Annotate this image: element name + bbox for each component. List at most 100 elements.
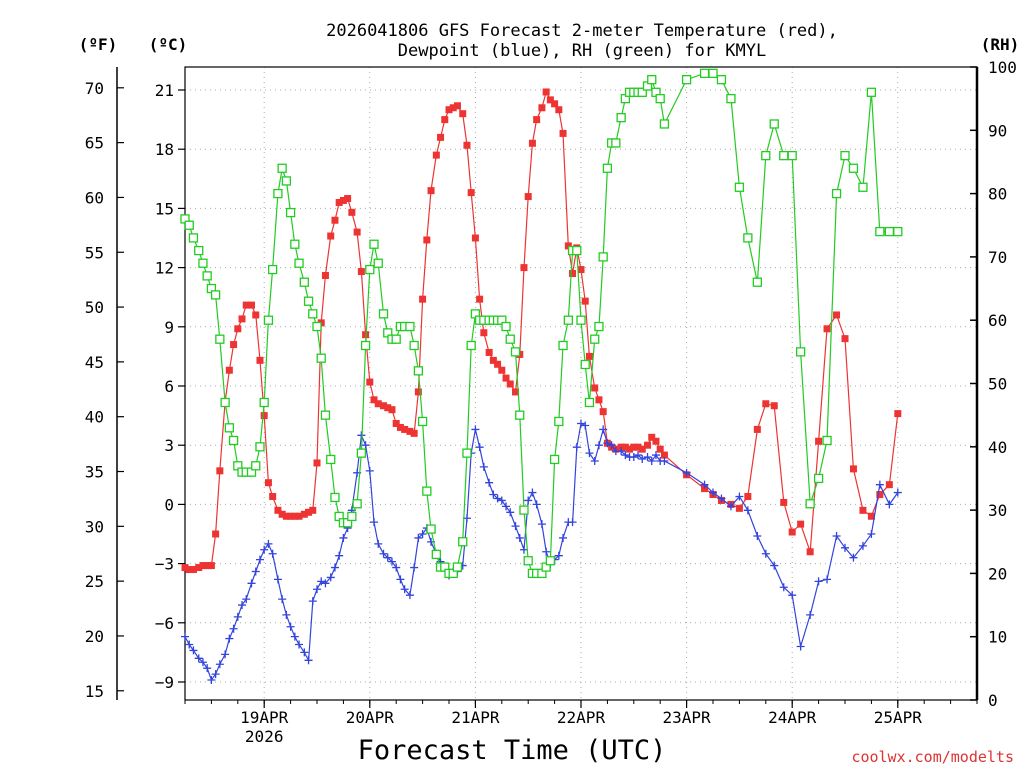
dewpoint-point [717, 494, 726, 503]
rh-point [726, 94, 736, 104]
temperature-point [357, 268, 365, 276]
rh-point [519, 505, 529, 515]
dewpoint-point [709, 488, 717, 497]
dewpoint-point [607, 441, 616, 450]
temperature-point [401, 425, 409, 433]
dewpoint-point [585, 449, 594, 458]
dewpoint-point [893, 488, 902, 497]
temperature-point [480, 329, 488, 337]
rh-point [510, 347, 521, 357]
temperature-point [348, 208, 356, 216]
dewpoint-point [515, 533, 524, 542]
plot-frame [184, 66, 978, 701]
rh-point [409, 340, 419, 351]
temperature-point [533, 116, 541, 124]
rh-point [198, 258, 208, 268]
dewpoint-point [383, 553, 392, 562]
dewpoint-point [185, 640, 194, 649]
dewpoint-point [211, 670, 220, 679]
rh-point [391, 334, 401, 344]
rh-point [795, 347, 806, 357]
x-axis-label: Forecast Time (UTC) [358, 735, 667, 766]
dewpoint-point [335, 551, 344, 560]
temperature-point [476, 295, 484, 303]
rh-point [655, 94, 665, 104]
f-tick-label: 60 [85, 188, 104, 207]
temperature-point [309, 506, 317, 514]
dewpoint-point [392, 563, 401, 572]
rh-point [462, 448, 472, 458]
x-tick-label: 22APR [557, 708, 606, 727]
temperature-point [885, 481, 893, 489]
rh-point [752, 277, 763, 287]
temperature-point [520, 264, 528, 272]
dewpoint-point [194, 654, 203, 663]
dewpoint-point [475, 443, 484, 452]
dewpoint-point [330, 563, 339, 572]
dewpoint-point [590, 456, 599, 465]
dewpoint-point [528, 488, 537, 497]
temperature-point [406, 427, 414, 435]
dewpoint-point [203, 664, 212, 673]
rh-tick-label: 100 [988, 58, 1017, 77]
rh-point [378, 309, 389, 319]
dewpoint-point [207, 676, 216, 685]
temperature-point [841, 335, 849, 343]
temperature-point [564, 242, 572, 250]
rh-tick-label: 30 [988, 501, 1007, 520]
rh-point [616, 112, 626, 123]
temperature-point [362, 331, 370, 339]
temperature-point [471, 234, 479, 242]
rh-point [831, 188, 842, 199]
dewpoint-point [524, 496, 533, 505]
f-tick-label: 45 [85, 353, 104, 372]
temperature-point [485, 348, 493, 356]
dewpoint-point [537, 520, 546, 529]
rh-point [405, 321, 415, 332]
dewpoint-point [295, 640, 304, 649]
dewpoint-point [198, 658, 207, 667]
f-tick-label: 15 [85, 682, 104, 701]
rh-point [523, 556, 533, 566]
dewpoint-point [189, 646, 198, 655]
temperature-point [815, 437, 823, 445]
temperature-point [313, 459, 321, 467]
series-line [184, 90, 899, 571]
rh-point [515, 410, 525, 420]
c-tick-label: −9 [155, 673, 174, 692]
rh-point [659, 119, 670, 129]
temperature-point [506, 380, 514, 388]
temperature-point [260, 412, 268, 420]
dewpoint-point [532, 500, 541, 509]
rh-point [281, 176, 292, 186]
rh-point [369, 239, 379, 249]
dewpoint-point [361, 441, 370, 450]
temperature-point [656, 445, 664, 453]
temperature-point [269, 493, 277, 501]
f-tick-label: 70 [85, 79, 104, 98]
temperature-point [419, 295, 427, 303]
dewpoint-point [321, 579, 330, 588]
rh-point [184, 220, 194, 230]
dewpoint-point [634, 451, 643, 460]
temperature-point [427, 187, 435, 195]
temperature-point [335, 198, 343, 206]
rh-point [452, 562, 463, 572]
c-tick-label: 15 [155, 199, 174, 218]
temperature-point [234, 325, 242, 333]
f-tick-label: 30 [85, 517, 104, 536]
rh-point [554, 416, 564, 427]
temperature-point [581, 297, 589, 305]
temperature-point [546, 96, 554, 104]
rh-point [769, 119, 779, 129]
y-axis-f-ticks: 15 20 25 30 35 40 45 50 55 60 65 70 [85, 79, 124, 701]
y-axis-c-unit-label: (ºC) [149, 35, 188, 54]
f-tick-label: 25 [85, 572, 104, 591]
temperature-point [327, 232, 335, 240]
temperature-point [849, 465, 857, 473]
dewpoint-point [313, 585, 321, 594]
temperature-point [370, 396, 378, 404]
temperature-point [274, 506, 282, 514]
temperature-point [388, 406, 396, 414]
rh-tick-label: 0 [988, 691, 998, 710]
